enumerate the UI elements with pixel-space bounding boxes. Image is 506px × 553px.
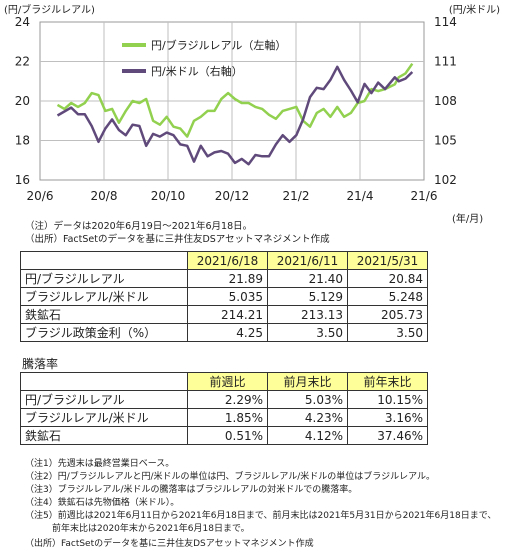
bottom-note-7: （出所）FactSetのデータを基に三井住友DSアセットマネジメント作成 xyxy=(25,539,314,549)
x-tick-label: 20/8 xyxy=(91,189,118,203)
x-tick-label: 21/6 xyxy=(411,189,438,203)
cell: 10.15% xyxy=(347,390,428,409)
cell: 3.50 xyxy=(267,323,348,342)
right-tick-label: 114 xyxy=(434,15,457,29)
x-tick-label: 20/10 xyxy=(151,189,186,203)
x-axis-unit: (年/月) xyxy=(452,214,484,225)
right-tick-label: 102 xyxy=(434,173,457,187)
price-table-header: 2021/6/18 xyxy=(187,251,268,270)
change-table-header: 前月末比 xyxy=(267,372,348,391)
cell: 5.129 xyxy=(267,287,348,306)
x-tick-label: 21/2 xyxy=(283,189,310,203)
change-table-corner xyxy=(20,372,188,391)
cell: 214.21 xyxy=(187,305,268,324)
series-line-jpy-usd xyxy=(56,65,414,166)
bottom-note-4: （注4）鉄鉱石は先物価格（米ドル）。 xyxy=(25,498,180,508)
cell: 37.46% xyxy=(347,426,428,445)
cell: 4.12% xyxy=(267,426,348,445)
x-tick-label: 21/4 xyxy=(347,189,374,203)
change-table-header: 前週比 xyxy=(187,372,268,391)
top-note-1: （注）データは2020年6月19日～2021年6月18日。 xyxy=(25,221,253,232)
gridlines xyxy=(40,22,424,180)
row-label: ブラジル政策金利（%） xyxy=(20,323,188,342)
table-row: 鉄鉱石 0.51% 4.12% 37.46% xyxy=(20,426,428,445)
right-tick-label: 105 xyxy=(434,134,457,148)
bottom-note-2: （注2）円/ブラジルレアルと円/米ドルの単位は円、ブラジルレアル/米ドルの単位は… xyxy=(25,472,436,482)
table-row: 円/ブラジルレアル 2.29% 5.03% 10.15% xyxy=(20,390,428,409)
series-layer xyxy=(56,62,414,166)
cell: 21.89 xyxy=(187,269,268,288)
row-label: 円/ブラジルレアル xyxy=(20,390,188,409)
cell: 5.03% xyxy=(267,390,348,409)
change-table-title: 騰落率 xyxy=(22,357,59,371)
cell: 5.035 xyxy=(187,287,268,306)
table-row: ブラジルレアル/米ドル 5.035 5.129 5.248 xyxy=(20,287,428,306)
price-table-corner xyxy=(20,251,188,270)
right-tick-label: 111 xyxy=(434,55,457,69)
change-table-header: 前年末比 xyxy=(347,372,428,391)
cell: 4.23% xyxy=(267,408,348,427)
cell: 205.73 xyxy=(347,305,428,324)
bottom-note-6: 前年末比は2020年末から2021年6月18日まで。 xyxy=(25,524,250,534)
line-chart: 24 22 20 18 16 114 111 108 105 102 20/6 20/8 20/10 20… xyxy=(15,15,457,203)
chart-legend: 円/ブラジルレアル（左軸） 円/米ドル（右軸） xyxy=(122,38,286,78)
cell: 4.25 xyxy=(187,323,268,342)
cell: 21.40 xyxy=(267,269,348,288)
price-table-header: 2021/6/11 xyxy=(267,251,348,270)
cell: 2.29% xyxy=(187,390,268,409)
left-tick-label: 18 xyxy=(15,134,30,148)
x-tick-label: 20/12 xyxy=(215,189,250,203)
bottom-note-5: （注5）前週比は2021年6月11日から2021年6月18日まで、前月末比は20… xyxy=(25,511,497,521)
left-tick-label: 16 xyxy=(15,173,30,187)
cell: 1.85% xyxy=(187,408,268,427)
cell: 3.50 xyxy=(347,323,428,342)
row-label: ブラジルレアル/米ドル xyxy=(20,408,188,427)
series-line-jpy-brl xyxy=(56,62,414,138)
top-note-2: （出所）FactSetのデータを基に三井住友DSアセットマネジメント作成 xyxy=(25,234,330,245)
cell: 20.84 xyxy=(347,269,428,288)
change-table: 前週比 前月末比 前年末比 円/ブラジルレアル 2.29% 5.03% 10.1… xyxy=(20,372,428,445)
table-row: ブラジル政策金利（%） 4.25 3.50 3.50 xyxy=(20,323,428,342)
cell: 0.51% xyxy=(187,426,268,445)
x-tick-label: 20/6 xyxy=(27,189,54,203)
left-tick-label: 22 xyxy=(15,55,30,69)
legend-label-jpy-brl: 円/ブラジルレアル（左軸） xyxy=(151,38,286,52)
row-label: 鉄鉱石 xyxy=(20,305,188,324)
cell: 213.13 xyxy=(267,305,348,324)
row-label: 円/ブラジルレアル xyxy=(20,269,188,288)
table-row: 鉄鉱石 214.21 213.13 205.73 xyxy=(20,305,428,324)
cell: 3.16% xyxy=(347,408,428,427)
cell: 5.248 xyxy=(347,287,428,306)
left-axis-unit: (円/ブラジルレアル) xyxy=(4,5,95,16)
price-table-header: 2021/5/31 xyxy=(347,251,428,270)
left-tick-label: 20 xyxy=(15,94,30,108)
legend-label-jpy-usd: 円/米ドル（右軸） xyxy=(151,64,243,78)
right-tick-label: 108 xyxy=(434,94,457,108)
bottom-note-1: （注1）先週末は最終営業日ベース。 xyxy=(25,459,175,469)
table-row: 円/ブラジルレアル 21.89 21.40 20.84 xyxy=(20,269,428,288)
row-label: ブラジルレアル/米ドル xyxy=(20,287,188,306)
tick-labels: 24 22 20 18 16 114 111 108 105 102 20/6 20/8 20/10 20… xyxy=(15,15,457,203)
left-tick-label: 24 xyxy=(15,15,30,29)
bottom-note-3: （注3）ブラジルレアル/米ドルの騰落率はブラジルレアルの対米ドルでの騰落率。 xyxy=(25,485,358,495)
table-row: ブラジルレアル/米ドル 1.85% 4.23% 3.16% xyxy=(20,408,428,427)
right-axis-unit: (円/米ドル) xyxy=(448,5,500,16)
row-label: 鉄鉱石 xyxy=(20,426,188,445)
price-table: 2021/6/18 2021/6/11 2021/5/31 円/ブラジルレアル … xyxy=(20,251,428,342)
